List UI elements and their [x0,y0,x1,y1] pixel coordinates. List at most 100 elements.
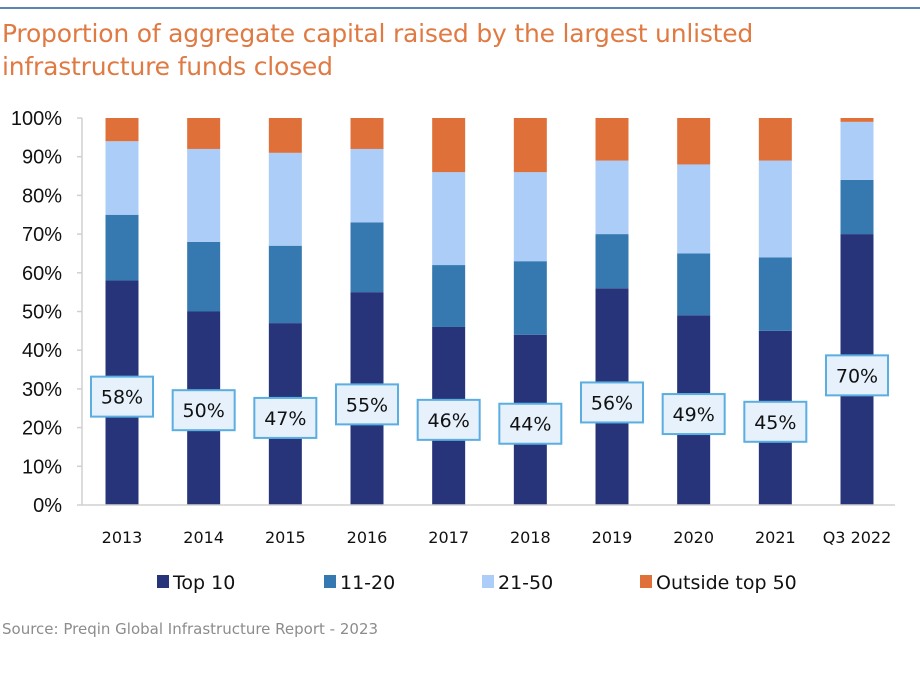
y-tick-label: 80% [22,185,62,207]
bar-segment-outside-top-50 [432,118,466,173]
data-label-box [825,354,889,397]
data-label-box [743,400,808,443]
bar-segment-outside-top-50 [105,118,139,142]
data-label-box [335,383,399,426]
data-label-text: 44% [509,414,551,436]
bar-segment-21-50 [268,152,302,246]
y-tick-label: 70% [22,224,62,246]
legend-swatch [157,575,169,588]
bar-segment-11-20 [840,179,874,235]
bar-segment-11-20 [758,257,792,331]
data-label-text: 70% [836,365,878,387]
bar-segment-11-20 [268,245,302,324]
data-label-box [416,398,481,441]
data-label: 55% [335,383,399,426]
data-label-text: 56% [591,392,633,414]
x-tick-label: 2020 [673,528,714,547]
data-label-text: 47% [264,408,306,430]
data-label: 70% [825,354,889,397]
chart-title: Proportion of aggregate capital raised b… [2,19,754,81]
bar-segment-outside-top-50 [513,118,547,173]
bar-segment-11-20 [677,253,711,316]
y-tick-label: 30% [22,379,62,401]
data-label-box [253,396,318,439]
data-label: 44% [498,402,563,445]
source-note: Source: Preqin Global Infrastructure Rep… [2,620,379,638]
legend-label: Outside top 50 [656,572,797,594]
data-label-box [171,389,236,432]
legend-swatch [640,575,652,588]
legend-swatch [324,575,336,588]
data-label-box [90,375,154,418]
x-tick-label: 2015 [265,528,306,547]
legend-swatch [482,575,494,588]
legend: Top 10 11-20 21-50 Outside top 50 [157,572,797,594]
bar-segment-outside-top-50 [187,118,221,149]
bar-segment-21-50 [432,172,466,266]
bar-segment-outside-top-50 [758,118,792,161]
bar-segment-outside-top-50 [350,118,384,149]
bar-segment-21-50 [187,148,221,242]
y-tick-label: 10% [22,456,62,478]
data-label: 49% [661,393,726,436]
bar-segment-21-50 [677,164,711,254]
legend-label: 21-50 [498,572,553,594]
y-tick-label: 60% [22,263,62,285]
x-tick-label: 2021 [755,528,796,547]
legend-label: Top 10 [172,572,235,594]
data-labels: 58% 50% 47% 55% 46% 44% 56% 49% 45% 70% [90,354,889,445]
data-label: 58% [90,375,154,418]
data-label-box [580,381,644,424]
x-tick-label: 2014 [183,528,224,547]
y-tick-label: 50% [22,302,62,324]
x-tick-label: 2013 [102,528,143,547]
x-tick-label: 2016 [347,528,388,547]
data-label-text: 49% [673,404,715,426]
data-label-box [661,393,726,436]
bar-segment-21-50 [840,121,874,180]
data-label-text: 58% [101,387,143,409]
data-label-box [498,402,563,445]
bar-segment-21-50 [105,141,139,215]
legend-item: Outside top 50 [640,572,797,594]
x-axis: 2013 2014 2015 2016 2017 2018 2019 2020 2021 Q3 2… [82,504,895,547]
bar-segment-11-20 [432,265,466,327]
bar-segment-11-20 [105,214,139,281]
data-label-text: 46% [428,410,470,432]
bar-segment-outside-top-50 [268,118,302,153]
data-label: 50% [171,389,236,432]
top-rule [0,7,920,9]
y-tick-label: 90% [22,147,62,169]
bar-segment-11-20 [350,222,384,293]
bar-segment-11-20 [513,261,547,335]
bars [105,118,874,505]
legend-item: Top 10 [157,572,235,594]
legend-item: 11-20 [324,572,395,594]
y-tick-label: 100% [11,108,62,130]
y-tick-label: 20% [22,418,62,440]
data-label: 47% [253,396,318,439]
data-label: 45% [743,400,808,443]
y-tick-label: 40% [22,340,62,362]
legend-item: 21-50 [482,572,553,594]
data-label-text: 55% [346,394,388,416]
x-tick-label: Q3 2022 [823,528,892,547]
x-tick-label: 2018 [510,528,551,547]
x-tick-label: 2019 [592,528,633,547]
bar-segment-21-50 [513,172,547,262]
bar-segment-21-50 [758,160,792,258]
data-label-text: 45% [754,412,796,434]
bar-segment-21-50 [595,160,629,235]
data-label-text: 50% [183,400,225,422]
data-label: 56% [580,381,644,424]
bar-segment-outside-top-50 [840,118,874,122]
bar-segment-21-50 [350,148,384,223]
data-label: 46% [416,398,481,441]
bar-segment-outside-top-50 [677,118,711,165]
y-tick-label: 0% [33,495,62,517]
bar-segment-11-20 [187,241,221,312]
legend-label: 11-20 [340,572,395,594]
bar-segment-11-20 [595,234,629,289]
x-tick-label: 2017 [428,528,469,547]
